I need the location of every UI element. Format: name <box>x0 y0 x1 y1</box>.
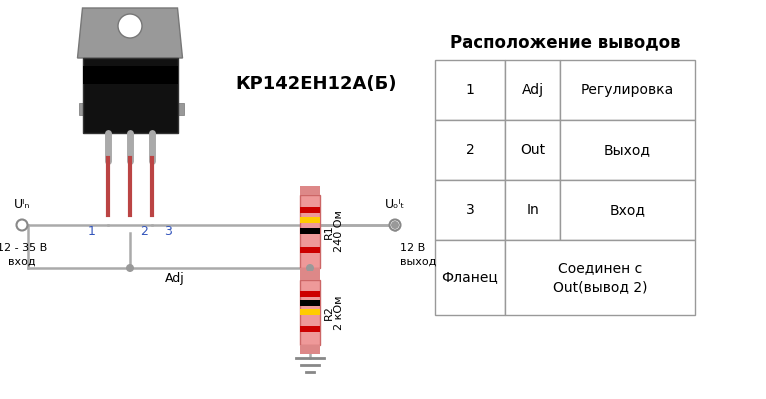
Circle shape <box>17 219 28 231</box>
Bar <box>435 180 505 240</box>
Bar <box>83 66 178 84</box>
Bar <box>505 120 560 180</box>
Text: R2: R2 <box>324 305 334 320</box>
Circle shape <box>391 221 399 229</box>
Text: Adj: Adj <box>522 83 544 97</box>
Text: 1: 1 <box>88 225 96 238</box>
Bar <box>300 268 320 277</box>
Circle shape <box>118 14 142 38</box>
Bar <box>505 180 560 240</box>
Text: Расположение выводов: Расположение выводов <box>450 33 680 51</box>
Bar <box>505 60 560 120</box>
Bar <box>300 217 320 223</box>
Text: Вход: Вход <box>610 203 646 217</box>
Bar <box>435 60 505 120</box>
Bar <box>83 58 178 133</box>
Bar <box>435 120 505 180</box>
Text: Фланец: Фланец <box>442 271 499 284</box>
Bar <box>300 280 320 345</box>
Text: 2 кОм: 2 кОм <box>334 295 344 330</box>
Text: Uₒᴵₜ: Uₒᴵₜ <box>385 198 405 211</box>
Bar <box>300 195 320 268</box>
Bar <box>78 103 84 115</box>
Text: Out: Out <box>520 143 545 157</box>
Circle shape <box>126 264 134 272</box>
Text: 1: 1 <box>466 83 474 97</box>
Bar <box>300 186 320 195</box>
Bar <box>300 300 320 306</box>
Text: КР142ЕН12А(Б): КР142ЕН12А(Б) <box>235 75 397 93</box>
Text: 240 Ом: 240 Ом <box>334 211 344 253</box>
Text: 2: 2 <box>140 225 148 238</box>
Text: Соединен с
Out(вывод 2): Соединен с Out(вывод 2) <box>553 261 647 294</box>
Text: 12 - 35 В
вход: 12 - 35 В вход <box>0 243 47 266</box>
Bar <box>505 240 695 315</box>
Text: 3: 3 <box>164 225 172 238</box>
Bar <box>300 271 320 280</box>
Bar <box>300 291 320 297</box>
Polygon shape <box>77 8 182 58</box>
Text: R1: R1 <box>324 224 334 239</box>
Text: In: In <box>526 203 538 217</box>
Bar <box>300 247 320 253</box>
Bar <box>560 60 695 120</box>
Text: Uᴵₙ: Uᴵₙ <box>14 198 30 211</box>
Text: 2: 2 <box>466 143 474 157</box>
Bar <box>300 326 320 332</box>
Text: Выход: Выход <box>604 143 651 157</box>
Text: 12 В
выход: 12 В выход <box>400 243 437 266</box>
Bar <box>300 227 320 233</box>
Bar <box>560 180 695 240</box>
Circle shape <box>306 264 314 272</box>
Bar <box>300 207 320 213</box>
Circle shape <box>389 219 401 231</box>
Bar <box>560 120 695 180</box>
Bar <box>178 103 184 115</box>
Bar <box>300 309 320 315</box>
Text: 3: 3 <box>466 203 474 217</box>
Text: Adj: Adj <box>165 272 185 285</box>
Text: Регулировка: Регулировка <box>581 83 674 97</box>
Bar <box>435 240 505 315</box>
Bar <box>300 345 320 354</box>
